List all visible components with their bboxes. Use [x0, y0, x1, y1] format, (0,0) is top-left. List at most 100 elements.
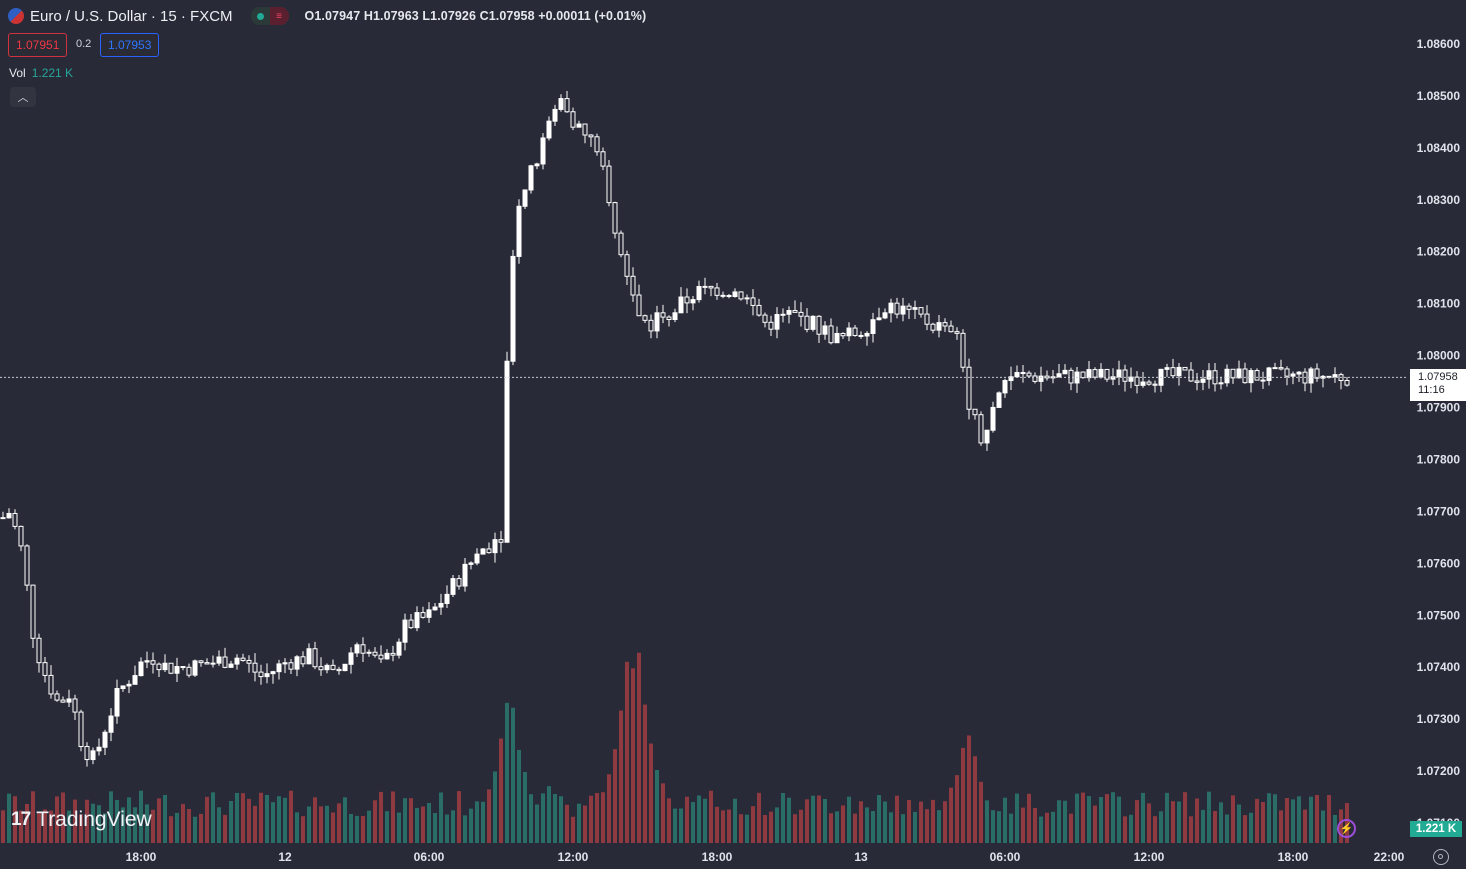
- candle-body: [1056, 373, 1062, 378]
- volume-bar: [493, 771, 497, 843]
- volume-bar: [7, 793, 11, 843]
- candle-body: [840, 332, 846, 337]
- sell-price-box[interactable]: 1.07951: [8, 33, 68, 57]
- volume-bar: [553, 794, 557, 843]
- volume-bar: [727, 809, 731, 843]
- candle-body: [1278, 367, 1284, 370]
- time-tick-label: 12:00: [558, 850, 589, 864]
- volume-bar: [901, 814, 905, 843]
- candle-body: [12, 512, 18, 527]
- volume-bar: [541, 793, 545, 843]
- candle-body: [354, 644, 360, 654]
- candle-body: [1128, 376, 1134, 382]
- volume-bar: [289, 790, 293, 843]
- volume-bar: [649, 743, 653, 843]
- candle-body: [90, 750, 96, 761]
- market-status-toggle[interactable]: ≡: [250, 7, 289, 25]
- candle-body: [540, 137, 546, 165]
- volume-bar: [685, 796, 689, 843]
- candle-body: [342, 663, 348, 672]
- candle-body: [906, 305, 912, 310]
- candle-body: [168, 662, 174, 674]
- candle-body: [930, 323, 936, 331]
- candle-body: [156, 663, 162, 671]
- candle-body: [1008, 376, 1014, 382]
- volume-bar: [895, 795, 899, 843]
- candle-body: [660, 312, 666, 318]
- candle-body: [324, 664, 330, 671]
- volume-bar: [25, 803, 29, 843]
- candle-body: [882, 312, 888, 319]
- volume-bar: [763, 815, 767, 843]
- volume-bar: [1207, 791, 1211, 843]
- candle-body: [210, 662, 216, 665]
- volume-bar: [769, 811, 773, 843]
- volume-bar: [1135, 800, 1139, 843]
- tradingview-logo[interactable]: 17 TradingView: [11, 808, 152, 832]
- collapse-legend-button[interactable]: ︿: [10, 87, 36, 107]
- candle-body: [768, 321, 774, 330]
- settings-gear-icon[interactable]: [1433, 849, 1449, 865]
- candle-body: [174, 666, 180, 674]
- price-axis[interactable]: 1.08600 1.08500 1.08400 1.08300 1.08200 1.081…: [1417, 37, 1461, 830]
- buy-price-box[interactable]: 1.07953: [100, 33, 160, 57]
- volume-bar: [433, 813, 437, 843]
- volume-bar: [1171, 801, 1175, 843]
- candle-body: [1038, 375, 1044, 382]
- volume-bar: [805, 799, 809, 843]
- candle-body: [318, 666, 324, 671]
- volume-bar: [535, 804, 539, 843]
- volume-bar: [469, 808, 473, 843]
- candle-body: [204, 662, 210, 665]
- candle-body: [1032, 375, 1038, 382]
- volume-bar: [1087, 796, 1091, 843]
- volume-bar: [1231, 795, 1235, 843]
- volume-bar: [709, 790, 713, 843]
- lightning-icon[interactable]: ⚡: [1337, 819, 1356, 838]
- current-price-label: 1.07958 11:16: [1410, 369, 1466, 401]
- time-tick-label: 06:00: [414, 850, 445, 864]
- volume-bar: [79, 814, 83, 843]
- candle-body: [588, 134, 594, 138]
- candle-body: [924, 313, 930, 325]
- time-axis[interactable]: 18:00 12 06:00 12:00 18:00 13 06:00 12:00 18:00 2…: [126, 850, 1405, 864]
- volume-bar: [1321, 810, 1325, 843]
- volume-bar: [607, 774, 611, 843]
- volume-bar: [997, 811, 1001, 843]
- volume-badge: 1.221 K: [1410, 821, 1462, 837]
- time-tick-label: 13: [854, 850, 868, 864]
- tradingview-mark-icon: 17: [11, 809, 31, 830]
- volume-bar: [967, 735, 971, 843]
- volume-bar: [403, 798, 407, 843]
- symbol-title[interactable]: Euro / U.S. Dollar · 15 · FXCM: [30, 7, 233, 25]
- volume-bar: [1, 810, 5, 843]
- candle-body: [888, 302, 894, 314]
- candle-body: [792, 310, 798, 313]
- volume-bar: [211, 792, 215, 843]
- volume-bar: [1177, 801, 1181, 843]
- candle-body: [6, 512, 12, 519]
- volume-bar: [37, 811, 41, 843]
- candle-body: [852, 327, 858, 336]
- candle-body: [672, 312, 678, 320]
- candle-body: [846, 327, 852, 337]
- volume-bar: [73, 799, 77, 843]
- volume-bar: [271, 802, 275, 843]
- volume-bar: [583, 805, 587, 843]
- candle-body: [612, 202, 618, 234]
- candle-body: [186, 666, 192, 676]
- volume-bar: [115, 799, 119, 843]
- candle-body: [828, 325, 834, 344]
- volume-bar: [703, 798, 707, 843]
- volume-bar: [979, 781, 983, 843]
- volume-bar: [379, 791, 383, 843]
- candle-body: [480, 548, 486, 555]
- volume-bar: [1129, 814, 1133, 843]
- volume-bar: [1015, 793, 1019, 843]
- volume-bar: [625, 661, 629, 843]
- candle-body: [714, 287, 720, 296]
- candle-body: [1200, 378, 1206, 383]
- candle-body: [1194, 380, 1200, 383]
- volume-bar: [475, 801, 479, 843]
